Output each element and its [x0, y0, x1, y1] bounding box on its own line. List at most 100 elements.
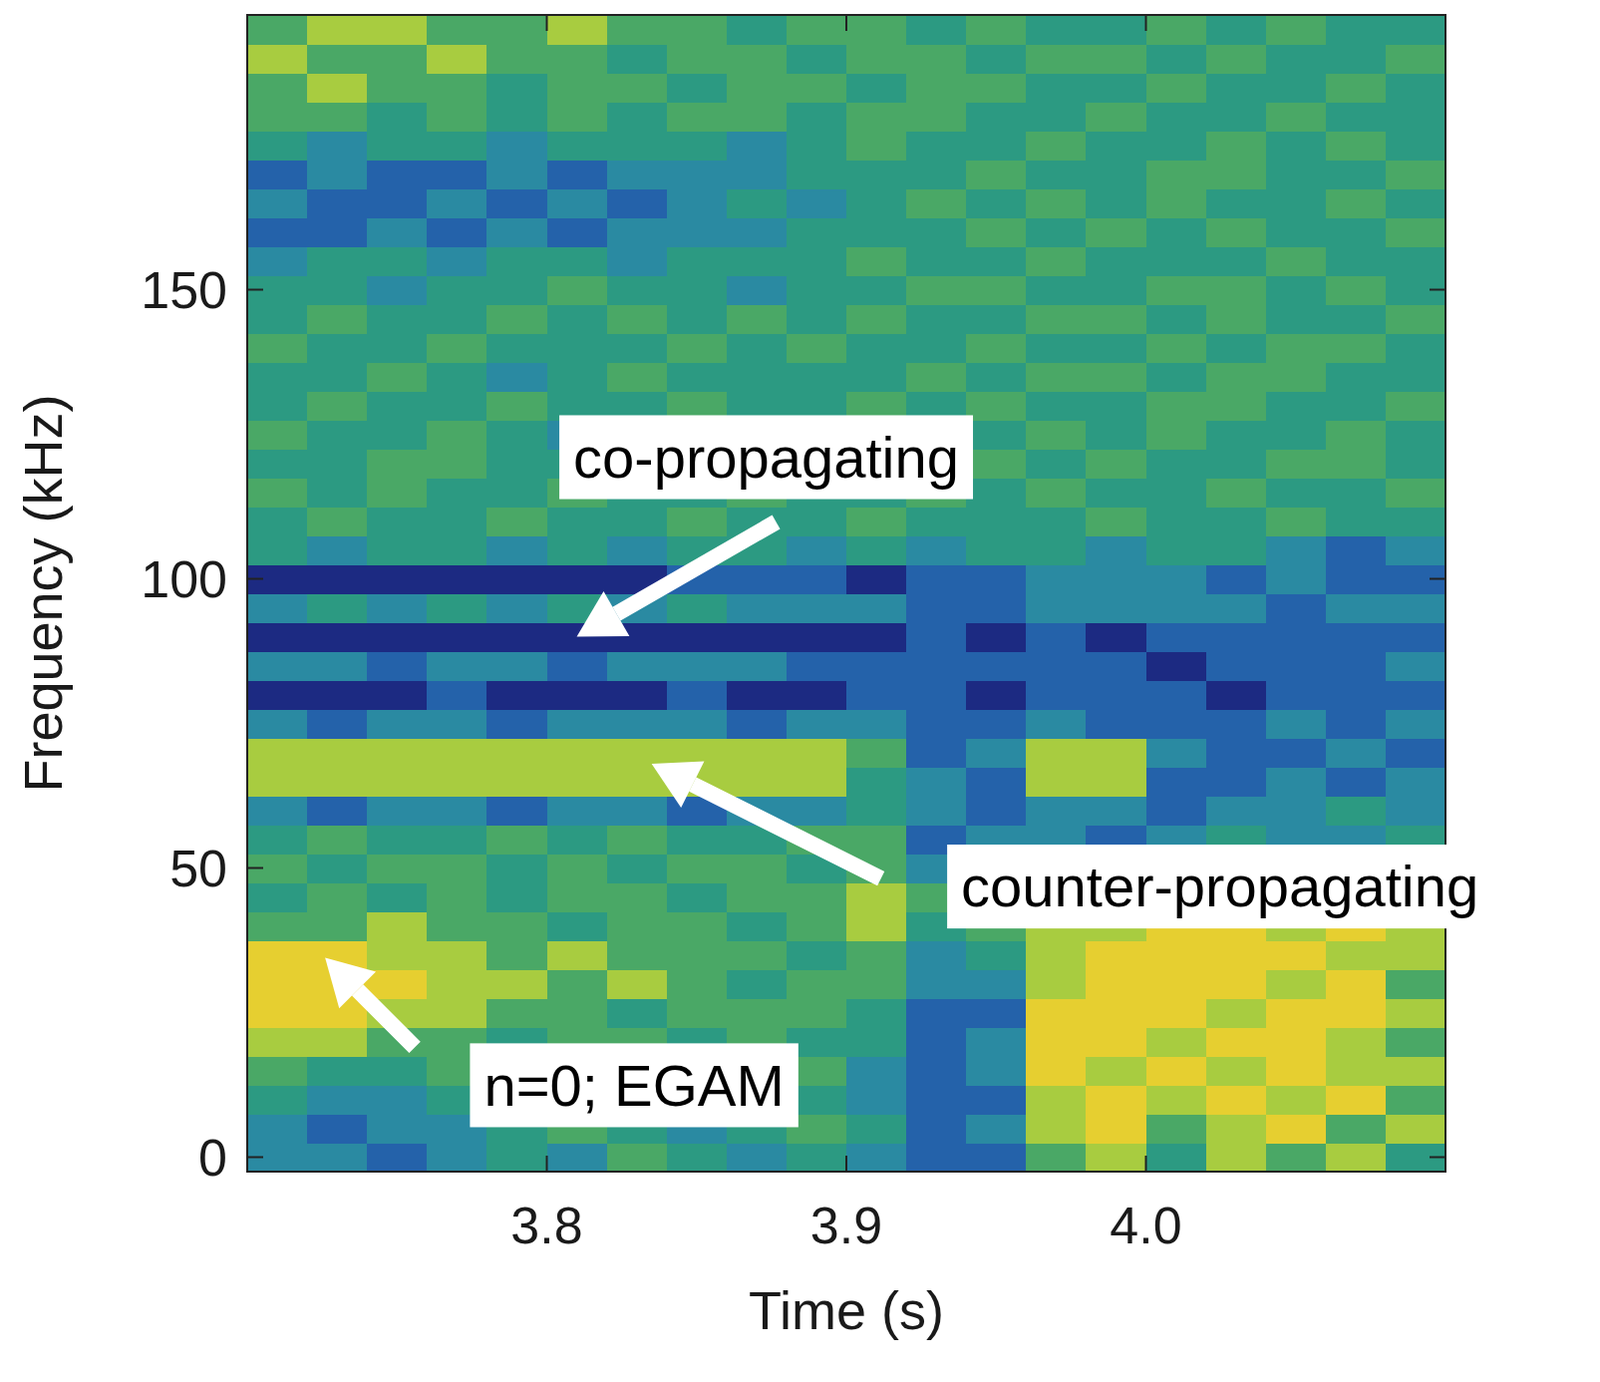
y-tick	[1429, 1156, 1446, 1159]
cell	[486, 968, 548, 999]
cell	[547, 882, 609, 913]
cell	[726, 332, 788, 363]
cell	[846, 1026, 908, 1057]
cell	[607, 795, 668, 826]
cell	[1325, 72, 1387, 103]
cell	[786, 708, 848, 739]
cell	[1325, 940, 1387, 970]
cell	[1085, 419, 1147, 450]
cell	[1206, 72, 1268, 103]
cell	[366, 940, 428, 970]
cell	[1325, 737, 1387, 768]
cell	[1085, 650, 1147, 681]
cell	[1025, 622, 1087, 652]
cell	[426, 940, 488, 970]
cell	[786, 940, 848, 970]
cell	[426, 188, 488, 219]
cell	[1325, 650, 1387, 681]
cell	[1385, 477, 1446, 508]
annotation-text: co-propagating	[573, 424, 960, 490]
cell	[486, 419, 548, 450]
cell	[1206, 101, 1268, 132]
cell	[607, 535, 668, 566]
cell	[846, 766, 908, 797]
cell	[965, 997, 1027, 1028]
cell	[366, 390, 428, 421]
cell	[486, 130, 548, 161]
cell	[307, 477, 368, 508]
cell	[1146, 72, 1208, 103]
cell	[965, 1084, 1027, 1115]
cell	[906, 1084, 967, 1115]
cell	[965, 708, 1027, 739]
cell	[965, 1026, 1027, 1057]
cell	[486, 506, 548, 537]
cell	[726, 564, 788, 595]
cell	[1385, 968, 1446, 999]
cell	[1385, 1026, 1446, 1057]
cell	[366, 1142, 428, 1172]
cell	[906, 159, 967, 190]
cell	[906, 246, 967, 277]
cell	[547, 708, 609, 739]
cell	[307, 1113, 368, 1144]
cell	[1206, 130, 1268, 161]
cell	[486, 43, 548, 74]
cell	[846, 622, 908, 652]
cell	[1325, 275, 1387, 306]
cell	[426, 448, 488, 479]
cell	[666, 911, 728, 942]
cell	[1385, 564, 1446, 595]
cell	[1385, 997, 1446, 1028]
cell	[1325, 679, 1387, 710]
cell	[1385, 101, 1446, 132]
cell	[607, 679, 668, 710]
cell	[965, 72, 1027, 103]
cell	[607, 1142, 668, 1172]
cell	[846, 1055, 908, 1086]
cell	[1146, 361, 1208, 392]
cell	[1085, 997, 1147, 1028]
cell	[786, 766, 848, 797]
cell	[247, 72, 309, 103]
cell	[786, 737, 848, 768]
cell	[426, 564, 488, 595]
cell	[607, 332, 668, 363]
cell	[307, 882, 368, 913]
cell	[366, 101, 428, 132]
cell	[1025, 766, 1087, 797]
cell	[726, 304, 788, 334]
cell	[247, 911, 309, 942]
cell	[666, 679, 728, 710]
x-tick-label: 3.8	[510, 1196, 583, 1255]
cell	[1385, 940, 1446, 970]
cell	[307, 332, 368, 363]
cell	[1206, 650, 1268, 681]
arrow-head	[651, 760, 705, 808]
cell	[786, 14, 848, 45]
cell	[1206, 477, 1268, 508]
cell	[666, 824, 728, 855]
cell	[726, 766, 788, 797]
cell	[307, 1084, 368, 1115]
cell	[1206, 43, 1268, 74]
cell	[846, 14, 908, 45]
cell	[1266, 159, 1327, 190]
cell	[1325, 1055, 1387, 1086]
cell	[1206, 332, 1268, 363]
cell	[786, 679, 848, 710]
cell	[607, 824, 668, 855]
cell	[607, 968, 668, 999]
cell	[307, 43, 368, 74]
y-tick	[247, 1156, 264, 1159]
cell	[426, 390, 488, 421]
cell	[846, 737, 908, 768]
cell	[1206, 708, 1268, 739]
cell	[1146, 968, 1208, 999]
cell	[906, 564, 967, 595]
cell	[607, 14, 668, 45]
cells	[247, 14, 1446, 1172]
cell	[846, 217, 908, 248]
cell	[1266, 737, 1327, 768]
cell	[547, 361, 609, 392]
